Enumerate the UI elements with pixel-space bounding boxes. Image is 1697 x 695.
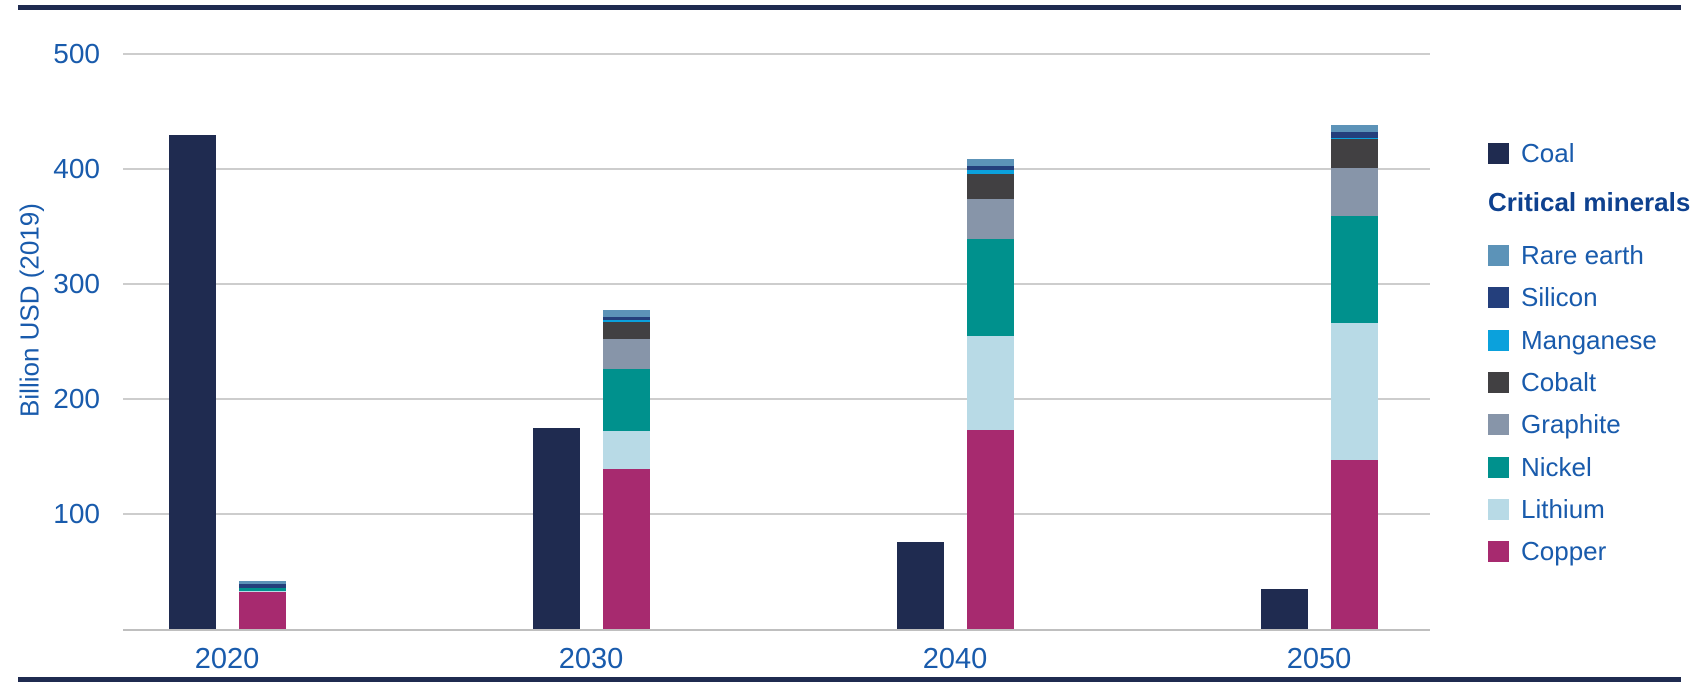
graphite-swatch <box>1488 414 1509 436</box>
silicon-swatch <box>1488 287 1509 309</box>
bar-segment-rare-earth-2040 <box>966 158 1014 166</box>
gridline-500 <box>123 53 1430 55</box>
x-axis-line <box>123 629 1430 631</box>
lithium-swatch <box>1488 498 1509 520</box>
bar-coal-2020 <box>168 134 216 629</box>
rare-earth-swatch <box>1488 245 1509 266</box>
bar-segment-manganese-2040 <box>966 170 1014 174</box>
bar-segment-graphite-2050 <box>1330 167 1378 217</box>
x-label-2050: 2050 <box>1286 643 1352 675</box>
bottom-border-rule <box>18 677 1681 682</box>
bar-segment-nickel-2040 <box>966 239 1014 336</box>
bar-segment-manganese-2050 <box>1330 137 1378 140</box>
bar-segment-cobalt-2050 <box>1330 139 1378 168</box>
legend-item-label: Cobalt <box>1521 366 1597 397</box>
legend-item-copper: Copper <box>1488 536 1607 567</box>
bar-segment-nickel-2020 <box>238 587 286 592</box>
bar-segment-silicon-2050 <box>1330 132 1378 138</box>
gridline-400 <box>123 168 1430 170</box>
y-tick-label-400: 400 <box>53 153 100 184</box>
bar-segment-graphite-2040 <box>966 198 1014 240</box>
bar-coal-2040 <box>896 541 944 629</box>
legend-item-label: Nickel <box>1521 451 1592 482</box>
legend-header: Critical minerals <box>1488 187 1691 217</box>
bar-segment-rare-earth-2030 <box>602 310 650 318</box>
bar-segment-lithium-2020 <box>238 591 286 593</box>
bar-segment-lithium-2050 <box>1330 323 1378 460</box>
bar-segment-copper-2040 <box>966 430 1014 629</box>
bar-coal-2030 <box>532 427 580 629</box>
bar-segment-copper-2030 <box>602 469 650 629</box>
bar-segment-nickel-2030 <box>602 369 650 432</box>
copper-swatch <box>1488 541 1509 563</box>
bar-segment-cobalt-2030 <box>602 321 650 340</box>
legend-item-label: Coal <box>1521 137 1575 168</box>
legend-item-label: Manganese <box>1521 324 1657 355</box>
y-tick-label-200: 200 <box>53 383 100 414</box>
bar-segment-silicon-2030 <box>602 317 650 320</box>
legend-item-label: Silicon <box>1521 282 1598 313</box>
legend-item-rare-earth: Rare earth <box>1488 240 1644 270</box>
legend-item-graphite: Graphite <box>1488 409 1621 440</box>
manganese-swatch <box>1488 329 1509 351</box>
legend-item-label: Lithium <box>1521 493 1605 524</box>
legend-item-cobalt: Cobalt <box>1488 366 1597 397</box>
y-tick-label-500: 500 <box>53 38 100 69</box>
bar-segment-rare-earth-2050 <box>1330 125 1378 133</box>
legend-item-label: Rare earth <box>1521 240 1644 270</box>
x-label-2040: 2040 <box>922 643 988 675</box>
bar-coal-2050 <box>1260 588 1308 629</box>
legend-item-label: Copper <box>1521 536 1607 567</box>
bar-segment-cobalt-2040 <box>966 173 1014 199</box>
bar-segment-rare-earth-2020 <box>238 580 286 585</box>
bar-segment-silicon-2020 <box>238 584 286 588</box>
gridline-300 <box>123 283 1430 285</box>
bar-segment-copper-2050 <box>1330 459 1378 629</box>
top-border-rule <box>18 5 1681 10</box>
bar-segment-manganese-2030 <box>602 319 650 322</box>
x-label-2020: 2020 <box>194 643 260 675</box>
nickel-swatch <box>1488 456 1509 478</box>
bar-segment-silicon-2040 <box>966 165 1014 171</box>
legend-item-silicon: Silicon <box>1488 282 1598 313</box>
bar-segment-graphite-2030 <box>602 339 650 370</box>
coal-swatch <box>1488 142 1509 164</box>
legend-item-lithium: Lithium <box>1488 493 1605 524</box>
legend-item-coal: Coal <box>1488 137 1575 168</box>
gridline-100 <box>123 513 1430 515</box>
legend-item-label: Graphite <box>1521 409 1621 440</box>
bar-segment-copper-2020 <box>238 592 286 629</box>
x-label-2030: 2030 <box>558 643 624 675</box>
gridline-200 <box>123 398 1430 400</box>
cobalt-swatch <box>1488 371 1509 393</box>
legend-item-manganese: Manganese <box>1488 324 1657 355</box>
plot-area: 2020 2030 2040 2050 <box>123 53 1430 675</box>
y-tick-label-300: 300 <box>53 268 100 299</box>
legend-item-nickel: Nickel <box>1488 451 1592 482</box>
bar-segment-nickel-2050 <box>1330 216 1378 324</box>
y-tick-label-100: 100 <box>53 498 100 529</box>
bar-segment-lithium-2030 <box>602 431 650 470</box>
bar-segment-lithium-2040 <box>966 335 1014 431</box>
